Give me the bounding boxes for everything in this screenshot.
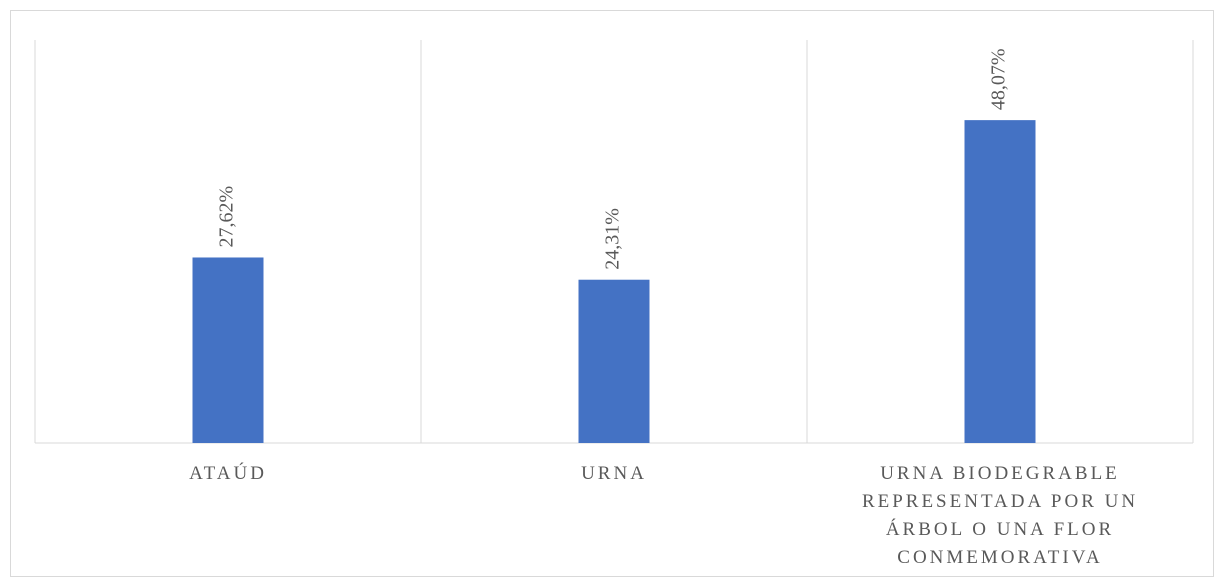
category-label-line: URNA BIODEGRABLE [880, 463, 1120, 484]
data-label: 27,62% [216, 186, 238, 248]
x-tick-label: URNA [581, 463, 647, 484]
category-label-line: URNA [581, 463, 647, 484]
x-tick-label: URNA BIODEGRABLE REPRESENTADA POR UN ÁRBOL… [862, 463, 1138, 568]
category-label-line: ATAÚD [189, 462, 267, 484]
bar [964, 120, 1036, 444]
category-label-line: REPRESENTADA POR UN [862, 491, 1138, 512]
data-label: 48,07% [988, 48, 1010, 110]
category-label-line: ÁRBOL O UNA FLOR [886, 518, 1114, 540]
bar [192, 257, 264, 443]
bar [578, 279, 650, 443]
x-tick-label: ATAÚD [189, 462, 267, 484]
category-label-line: CONMEMORATIVA [897, 547, 1102, 568]
data-label: 24,31% [602, 208, 624, 270]
